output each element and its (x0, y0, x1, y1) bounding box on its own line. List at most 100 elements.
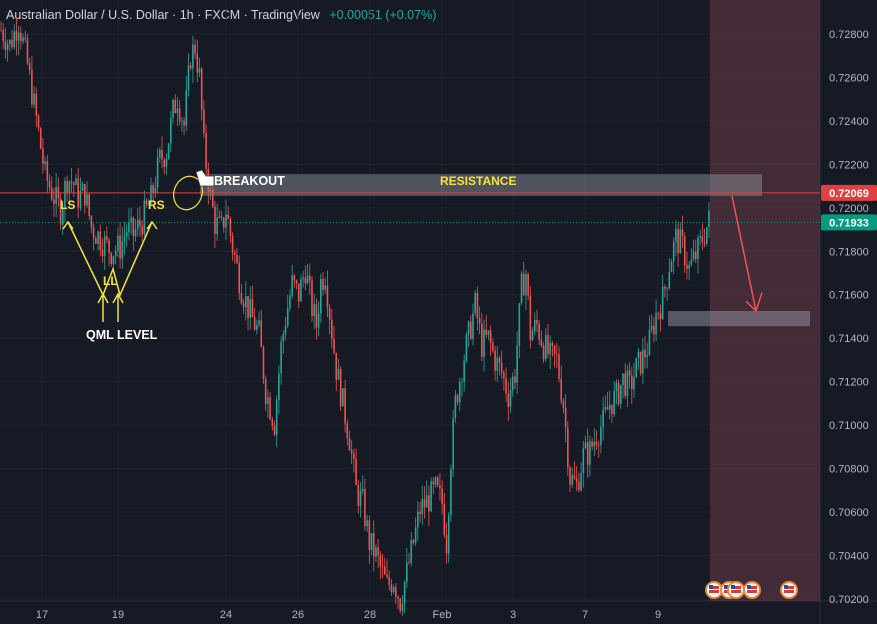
candle-body (231, 235, 234, 253)
y-tick-label: 0.70200 (829, 594, 869, 606)
candle-body (86, 194, 88, 206)
candle-body (81, 184, 84, 191)
candle-body (194, 44, 196, 54)
candle-body (342, 388, 344, 407)
candle-body (187, 65, 190, 91)
candle-body (59, 198, 62, 225)
candle-body (531, 331, 534, 341)
level-lines (0, 192, 820, 223)
candle-body (697, 237, 699, 260)
candle-body (518, 303, 521, 346)
candle-body (308, 275, 311, 281)
candle-body (584, 442, 587, 449)
candle-body (174, 100, 177, 114)
candle-body (90, 215, 93, 228)
candle-body (383, 566, 386, 575)
y-tick-label: 0.72400 (829, 116, 869, 128)
label-qml-level: QML LEVEL (86, 328, 158, 342)
candle-body (476, 292, 479, 319)
candles (0, 16, 710, 616)
candle-body (593, 441, 596, 447)
candle-body (315, 304, 318, 328)
candle-body (88, 194, 91, 216)
candle-body (578, 481, 580, 491)
candle-body (485, 329, 488, 335)
label-breakout: BREAKOUT (214, 174, 285, 188)
candle-body (297, 283, 300, 302)
candle-body (520, 273, 523, 304)
candle-body (324, 285, 327, 290)
candle-body (218, 216, 221, 218)
candle-body (134, 228, 137, 236)
candle-body (412, 540, 415, 543)
candle-body (251, 299, 254, 318)
candle-body (55, 187, 57, 204)
zones (200, 0, 820, 601)
candle-body (50, 187, 53, 200)
candle-body (35, 93, 38, 116)
candle-body (483, 329, 485, 357)
event-icons[interactable] (705, 581, 798, 599)
candle-body (503, 372, 505, 379)
candle-body (604, 407, 607, 410)
candle-body (227, 214, 229, 219)
candle-body (33, 93, 35, 105)
candle-body (189, 65, 192, 69)
candle-body (95, 238, 97, 244)
candle-body (269, 397, 271, 420)
candle-body (549, 342, 551, 355)
candle-body (454, 395, 457, 419)
candle-body (236, 255, 238, 263)
candle-body (172, 100, 174, 118)
candle-body (278, 373, 280, 401)
candle-body (260, 320, 263, 348)
candle-body (507, 393, 510, 407)
candle-body (322, 278, 324, 290)
candle-body (183, 120, 185, 126)
candle-body (273, 425, 276, 435)
candle-body (106, 236, 108, 240)
resistance-zone (200, 174, 762, 196)
candle-body (642, 349, 644, 374)
projection-zone (710, 0, 820, 601)
breakout-circle (173, 175, 203, 211)
candle-body (46, 161, 49, 181)
candle-body (615, 382, 618, 391)
candle-body (61, 207, 64, 225)
candle-body (701, 236, 704, 243)
y-tick-label: 0.72800 (829, 29, 869, 41)
price-tag (821, 214, 877, 231)
flag-canton (731, 585, 735, 589)
candle-body (419, 511, 421, 515)
candle-body (302, 277, 304, 280)
candle-body (313, 304, 315, 317)
candle-body (291, 275, 293, 296)
price-axis[interactable]: 0.72800 0.72600 0.72400 0.72200 0.72000 0.718… (821, 29, 877, 606)
candle-body (289, 295, 291, 309)
time-axis[interactable]: 17 19 24 26 28 Feb 3 7 9 (36, 609, 661, 621)
candle-body (68, 181, 71, 193)
candle-body (611, 404, 613, 415)
candle-body (505, 378, 507, 394)
candle-body (176, 108, 179, 114)
candle-body (150, 185, 152, 204)
candle-body (677, 228, 679, 254)
candle-body (639, 351, 642, 374)
candle-body (690, 259, 693, 265)
candle-body (463, 360, 465, 382)
candle-body (575, 478, 578, 482)
candle-body (586, 442, 589, 465)
candle-body (31, 69, 33, 105)
interval-label[interactable]: 1h (179, 8, 194, 22)
candle-body (511, 376, 514, 391)
candle-body (657, 312, 660, 314)
candle-body (121, 241, 124, 259)
candle-body (653, 325, 655, 335)
candle-body (280, 341, 282, 374)
candle-body (262, 347, 265, 380)
x-tick-label: 3 (510, 609, 516, 621)
candle-body (320, 278, 322, 314)
candle-body (70, 181, 73, 184)
flag-stripe (784, 590, 794, 593)
